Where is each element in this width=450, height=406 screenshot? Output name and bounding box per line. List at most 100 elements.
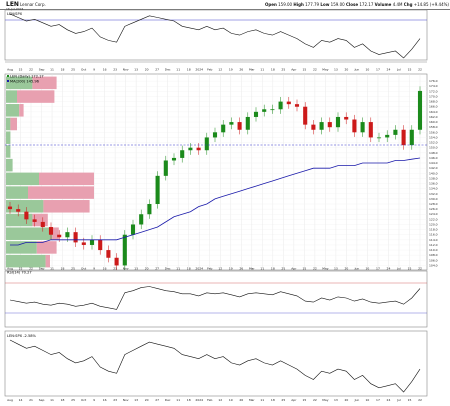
- legend-swatch-ma: [7, 80, 9, 82]
- y-tick-label: 110.0: [429, 248, 438, 252]
- x-tick-label-bottom: 15: [302, 398, 306, 402]
- x-tick-label-bottom: 11: [50, 398, 54, 402]
- vbp-down-bar: [19, 104, 24, 117]
- candle-body: [327, 122, 332, 128]
- vbp-up-bar: [6, 227, 53, 240]
- x-tick-label-top: 11: [176, 68, 180, 72]
- x-tick-label-top: 13: [134, 68, 138, 72]
- candle-body: [294, 104, 300, 107]
- y-tick-label: 136.0: [429, 182, 438, 186]
- y-tick-label: 116.0: [429, 233, 438, 237]
- x-tick-label-top: 23: [113, 68, 117, 72]
- candle-body: [196, 147, 201, 151]
- x-tick-label-bottom: 11: [176, 398, 180, 402]
- x-tick-label: 18: [187, 267, 191, 271]
- x-tick-label-top: Jun: [354, 68, 360, 72]
- candle-body: [385, 134, 390, 138]
- ma200-line: [10, 157, 421, 246]
- x-tick-label: Nov: [123, 267, 129, 271]
- top-panel-label: LEN/SPX: [7, 12, 23, 16]
- candle-body: [7, 206, 13, 210]
- legend-ma: MA(200) 145.96: [10, 80, 40, 84]
- x-tick-label-top: 18: [271, 68, 275, 72]
- x-tick-label: Sep: [39, 267, 45, 271]
- candle-body: [139, 214, 144, 225]
- x-tick-label: Aug: [7, 267, 13, 271]
- vbp-down-bar: [10, 117, 17, 131]
- x-tick-label: 2024: [195, 267, 203, 271]
- y-tick-label: 142.0: [429, 166, 438, 170]
- candle-body: [122, 234, 127, 266]
- vbp-down-bar: [39, 172, 94, 186]
- candle-body: [221, 124, 226, 133]
- y-tick-label: 152.0: [429, 141, 438, 145]
- candle-body: [114, 257, 119, 266]
- candle-body: [155, 175, 160, 204]
- x-tick-label: Oct: [81, 267, 87, 271]
- x-tick-label-top: 11: [50, 68, 54, 72]
- x-tick-label-top: 11: [260, 68, 264, 72]
- y-tick-label: 172.0: [429, 89, 438, 93]
- x-tick-label: May: [322, 267, 328, 271]
- vbp-up-bar: [6, 117, 11, 131]
- y-tick-label: 128.0: [429, 202, 438, 206]
- x-tick-label: 15: [19, 267, 23, 271]
- x-tick-label-top: 26: [239, 68, 243, 72]
- volume-by-price: [6, 76, 94, 268]
- y-tick-label: 132.0: [429, 192, 438, 196]
- y-axis-ticks: 104.0106.0108.0110.0112.0114.0116.0118.0…: [429, 79, 438, 267]
- x-tick-label-top: Aug: [7, 68, 13, 72]
- candle-body: [147, 204, 152, 215]
- top-panel-frame: [4, 9, 428, 61]
- x-tick-label-top: Dec: [165, 68, 171, 72]
- candle-body: [352, 119, 357, 133]
- x-tick-label-top: 25: [71, 68, 75, 72]
- y-tick-label: 160.0: [429, 120, 438, 124]
- x-tick-label-top: 22: [418, 68, 422, 72]
- candle-body: [360, 122, 365, 133]
- legend-price: LEN (Daily) 172.17: [10, 75, 44, 79]
- candle-body: [286, 101, 291, 105]
- ticker-symbol: LEN: [6, 1, 19, 8]
- x-tick-label-bottom: 19: [229, 398, 233, 402]
- candle-body: [65, 232, 70, 238]
- x-tick-label-bottom: 22: [313, 398, 317, 402]
- x-tick-label-top: Mar: [249, 68, 255, 72]
- x-tick-label-top: 19: [229, 68, 233, 72]
- x-tick-label-bottom: 18: [271, 398, 275, 402]
- candle-body: [57, 234, 62, 238]
- y-tick-label: 156.0: [429, 130, 438, 134]
- ratio-line: [9, 339, 421, 393]
- x-tick-label-bottom: Sep: [39, 398, 45, 402]
- x-tick-label: 11: [176, 267, 180, 271]
- x-tick-label: 18: [271, 267, 275, 271]
- candle-body: [163, 160, 168, 176]
- candle-body: [401, 129, 406, 146]
- candle-body: [409, 129, 414, 146]
- candle-body: [24, 211, 29, 220]
- candle-body: [253, 111, 259, 117]
- x-tick-label-top: 18: [61, 68, 65, 72]
- x-tick-label: 27: [155, 267, 159, 271]
- x-tick-label: Feb: [207, 267, 212, 271]
- ratio-label: LEN:SPX -2.58%: [7, 334, 37, 338]
- vbp-down-bar: [36, 241, 57, 254]
- x-tick-label-bottom: 9: [93, 398, 95, 402]
- x-tick-label: 25: [281, 267, 285, 271]
- low-label: Low: [320, 2, 330, 7]
- x-tick-label: 23: [113, 267, 117, 271]
- x-tick-label-top: 13: [334, 68, 338, 72]
- high-value: 177.79: [305, 2, 320, 7]
- y-tick-label: 122.0: [429, 217, 438, 221]
- candle-body: [171, 157, 177, 161]
- candle-body: [311, 124, 316, 130]
- x-tick-label-top: 15: [408, 68, 412, 72]
- legend-swatch-price: [7, 75, 9, 77]
- y-tick-label: 144.0: [429, 161, 438, 165]
- grid-lines: [5, 74, 427, 270]
- x-tick-label-top: 17: [376, 68, 380, 72]
- ratio-panel-frame: [4, 330, 428, 397]
- candle-body: [48, 227, 54, 235]
- x-tick-label: Dec: [165, 267, 171, 271]
